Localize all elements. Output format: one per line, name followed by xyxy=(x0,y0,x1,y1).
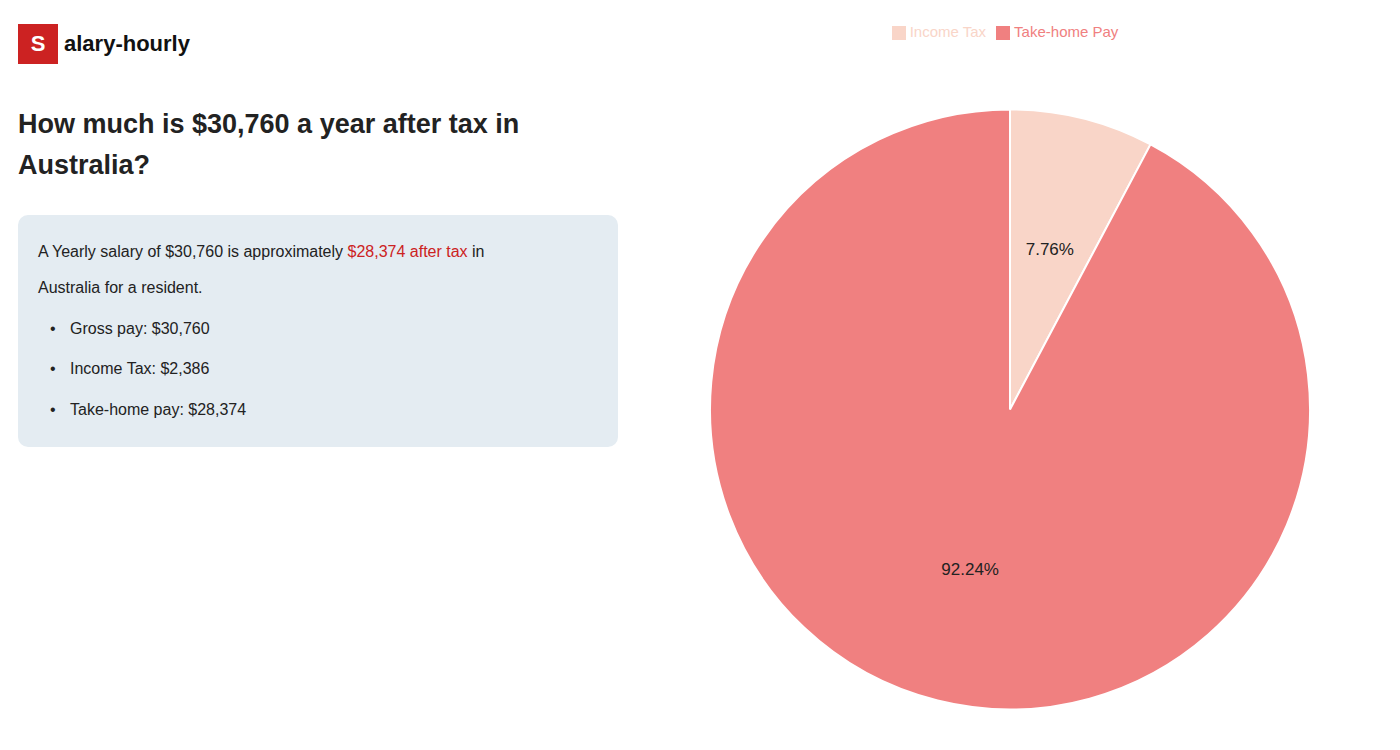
html-text:How much is $30,760 a year aft: How much is $30,760 a year after tax in … xyxy=(18,109,520,180)
html-text:Gross pay: $30,760: Gross pay: $30,760 xyxy=(70,319,210,337)
html-text:Income Tax: Income Tax xyxy=(909,23,987,40)
html-text:alary-hourly: alary-hourly xyxy=(64,31,190,56)
html-text:Take-home pay: $28,374: Take-home pay: $28,374 xyxy=(70,400,247,418)
html-text:S: S xyxy=(30,31,46,56)
html-text:Take-home Pay: Take-home Pay xyxy=(1014,23,1119,40)
html-text:Income Tax: $2,386: Income Tax: $2,386 xyxy=(70,360,210,378)
html-text:Australia for a resident.: Australia for a resident. xyxy=(38,279,203,297)
svg-text:7.76%: 7.76% xyxy=(1026,240,1074,259)
html-text:A Yearly salary of $30,760 is: A Yearly salary of $30,760 is approximat… xyxy=(38,243,485,260)
svg-text:92.24%: 92.24% xyxy=(941,560,999,579)
